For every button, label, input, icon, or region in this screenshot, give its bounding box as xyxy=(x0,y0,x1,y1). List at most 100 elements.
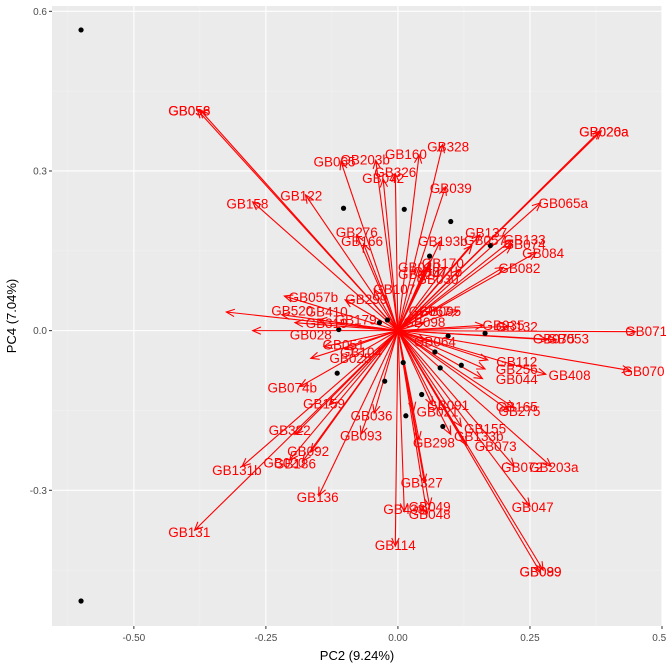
loading-arrow-GB020 xyxy=(289,330,399,461)
arrow-label-GB520: GB520 xyxy=(271,303,313,318)
loading-arrow-GB075 xyxy=(397,330,548,341)
loading-arrow-GB067 xyxy=(397,309,425,332)
arrowhead-GB319 xyxy=(293,319,304,328)
arrowhead-GB057 xyxy=(463,244,473,255)
loading-arrow-GB107 xyxy=(373,288,399,331)
arrowhead-GB136 xyxy=(318,486,326,497)
loading-arrow-GB155 xyxy=(397,330,462,427)
loading-arrow-GB071b xyxy=(397,266,431,331)
arrowhead-GB073 xyxy=(458,436,468,447)
arrow-label-GB170: GB170 xyxy=(422,256,464,271)
arrow-label-GB084: GB084 xyxy=(522,246,565,261)
y-tick-label: 0.0 xyxy=(33,326,47,337)
arrow-label-GB166: GB166 xyxy=(341,234,383,249)
x-axis-title: PC2 (9.24%) xyxy=(320,648,394,663)
arrowhead-GB072 xyxy=(505,457,515,468)
loading-arrow-GB203a xyxy=(397,330,552,467)
arrow-label-GB048: GB048 xyxy=(409,507,451,522)
loading-arrow-GB104 xyxy=(344,330,399,350)
arrow-label-GB203a: GB203a xyxy=(529,460,579,475)
arrow-label-GB408: GB408 xyxy=(549,368,591,383)
arrowhead-GB048 xyxy=(421,505,430,516)
arrow-label-GB030: GB030 xyxy=(417,272,459,287)
arrow-label-GB065: GB065 xyxy=(314,154,356,169)
arrowhead-GB065 xyxy=(339,160,348,171)
loading-arrow-GB256 xyxy=(397,330,486,370)
x-tick-label: 0.25 xyxy=(520,633,540,644)
arrow-label-GB132: GB132 xyxy=(496,319,538,334)
arrowhead-GB131b xyxy=(241,457,251,468)
arrow-label-GB327: GB327 xyxy=(401,475,443,490)
arrow-label-GB133: GB133 xyxy=(504,233,546,248)
arrow-label-GB410: GB410 xyxy=(306,304,348,319)
arrow-label-GB082: GB082 xyxy=(498,261,540,276)
arrow-label-GB092: GB092 xyxy=(287,444,329,459)
arrow-label-GB299: GB299 xyxy=(345,292,387,307)
score-point xyxy=(400,359,406,366)
arrowhead-GB326 xyxy=(391,172,400,183)
loading-arrow-GB049 xyxy=(397,330,431,507)
score-point xyxy=(445,333,451,339)
arrowhead-GB299 xyxy=(343,299,355,308)
score-point xyxy=(403,413,409,419)
arrowhead-GB067 xyxy=(415,309,426,319)
loading-arrow-GB326 xyxy=(394,173,399,331)
arrow-label-GB193b: GB193b xyxy=(418,234,468,249)
loading-arrow-GB166 xyxy=(363,243,399,331)
arrow-label-GB319: GB319 xyxy=(306,316,348,331)
arrowhead-GB122 xyxy=(304,193,314,204)
arrowhead-GB020 xyxy=(288,451,298,461)
score-point xyxy=(334,370,340,376)
arrowhead-GB039 xyxy=(438,185,447,196)
arrow-label-GB074b: GB074b xyxy=(268,381,318,396)
arrowhead-GB166 xyxy=(362,242,371,253)
arrowhead-GB132 xyxy=(500,322,511,331)
arrow-label-GB056: GB056 xyxy=(168,103,210,118)
arrow-label-GB098: GB098 xyxy=(403,315,445,330)
arrowhead-GB030 xyxy=(437,265,447,276)
arrow-label-GB040: GB040 xyxy=(398,260,440,275)
arrowhead-GB026a xyxy=(591,130,601,140)
arrow-label-GB035: GB035 xyxy=(483,318,525,333)
arrow-label-GB131b: GB131b xyxy=(212,463,262,478)
arrowhead-GB093 xyxy=(359,425,368,436)
arrow-label-GB165: GB165 xyxy=(496,400,538,415)
arrow-label-GB328: GB328 xyxy=(427,139,469,154)
arrowhead-GB044 xyxy=(473,370,484,380)
loading-arrow-GB132 xyxy=(397,325,509,332)
arrowhead-GB159 xyxy=(328,396,338,407)
arrowhead-GB084 xyxy=(527,251,538,260)
x-tick-label: -0.25 xyxy=(254,633,277,644)
arrowhead-GB193b xyxy=(432,240,441,251)
loading-arrow-GB319 xyxy=(294,322,398,332)
arrow-label-GB275: GB275 xyxy=(498,404,540,419)
score-point xyxy=(419,391,425,398)
y-tick-label: -0.3 xyxy=(30,486,48,497)
arrowhead-GB137 xyxy=(471,233,481,244)
loading-arrow-GB042 xyxy=(382,178,399,331)
arrow-label-GB326: GB326 xyxy=(374,165,416,180)
score-point xyxy=(487,242,493,249)
arrowhead-GB275 xyxy=(499,402,510,412)
score-point xyxy=(427,253,433,259)
arrow-label-GB064: GB064 xyxy=(414,334,457,349)
score-points xyxy=(78,27,493,604)
loading-arrow-GB131b xyxy=(241,330,399,467)
arrow-label-GB058: GB058 xyxy=(168,103,210,118)
arrowhead-GB438 xyxy=(399,503,409,513)
arrow-label-GB057b: GB057b xyxy=(289,290,339,305)
loading-arrow-GB065a xyxy=(397,202,541,332)
score-point xyxy=(382,378,388,384)
arrow-label-GB322: GB322 xyxy=(269,423,311,438)
score-point xyxy=(384,317,390,323)
arrow-label-GB155: GB155 xyxy=(464,422,506,437)
plot-panel xyxy=(52,6,662,626)
arrow-label-GB075: GB075 xyxy=(533,332,575,347)
arrowhead-GB322 xyxy=(293,425,304,436)
arrow-label-GB020a: GB020a xyxy=(579,125,629,140)
loading-arrow-GB160 xyxy=(397,154,420,331)
arrow-label-GB203b: GB203b xyxy=(340,152,390,167)
arrow-label-GB044: GB044 xyxy=(496,372,539,387)
arrow-label-GB298: GB298 xyxy=(413,435,455,450)
loading-arrow-GB044 xyxy=(397,330,483,380)
